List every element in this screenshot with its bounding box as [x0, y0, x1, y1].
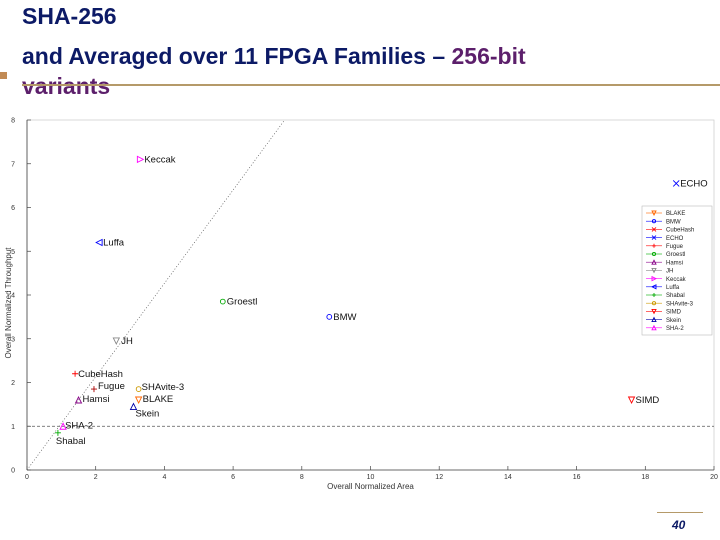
y-tick-label: 4 [11, 293, 15, 300]
reference-line-diagonal [26, 119, 285, 471]
title-prefix: and Averaged over 11 FPGA Families – [22, 43, 452, 69]
data-point-label: Shabal [56, 436, 86, 447]
plot-frame [26, 119, 715, 471]
data-point-label: CubeHash [78, 369, 123, 380]
y-tick-label: 6 [11, 205, 15, 212]
legend-marker [651, 324, 657, 331]
legend-marker [651, 316, 657, 323]
legend-marker [651, 251, 657, 257]
data-points [54, 155, 680, 436]
data-point-keccak [136, 155, 145, 164]
data-point-label: Skein [135, 409, 159, 420]
legend-label: ECHO [666, 236, 684, 242]
legend-label: JH [666, 269, 673, 275]
legend-label: Shabal [666, 293, 685, 299]
title-accent: 256-bit [451, 43, 526, 69]
legend-marker [651, 301, 657, 306]
x-tick-label: 18 [641, 474, 649, 481]
page-number-rule [657, 512, 703, 513]
x-tick-label: 0 [25, 474, 29, 481]
data-point-label: BLAKE [143, 394, 174, 405]
data-point-hamsi [74, 395, 83, 404]
legend-label: SHAvite-3 [666, 301, 694, 307]
title-bullet-marker [0, 72, 7, 79]
y-tick-label: 7 [11, 161, 15, 168]
legend-label: Keccak [666, 277, 687, 283]
data-point-skein [129, 402, 138, 411]
slide-title-line-1: SHA-256 [22, 3, 117, 29]
x-tick-label: 14 [504, 474, 512, 481]
page-number: 40 [672, 518, 686, 532]
data-point-label: SHA-2 [65, 420, 93, 431]
x-axis-title: Overall Normalized Area [327, 482, 414, 491]
y-tick-label: 5 [11, 249, 15, 256]
data-point-label: Groestl [227, 297, 258, 308]
x-tick-label: 16 [573, 474, 581, 481]
legend-marker [652, 243, 656, 248]
y-tick-label: 3 [11, 336, 15, 343]
data-point-fugue [90, 386, 97, 393]
legend-marker [651, 259, 657, 265]
legend-marker [652, 293, 656, 297]
data-point-bmw [326, 314, 333, 320]
data-point-shabal [54, 429, 61, 436]
legend-label: CubeHash [666, 228, 694, 234]
x-tick-label: 12 [435, 474, 443, 481]
data-point-blake [134, 396, 143, 405]
legend-label: BLAKE [666, 211, 685, 217]
data-point-luffa [95, 238, 103, 247]
data-point-cubehash [72, 370, 79, 377]
data-point-label: SIMD [636, 395, 660, 406]
legend-marker [651, 235, 657, 240]
data-point-label: Fugue [98, 381, 125, 392]
legend-label: Groestl [666, 252, 685, 258]
y-tick-label: 8 [11, 118, 15, 125]
legend-marker [651, 210, 657, 217]
data-point-label: Keccak [144, 154, 175, 165]
legend-marker [651, 219, 657, 224]
y-tick-label: 1 [11, 424, 15, 431]
title-underline-rule [22, 84, 720, 86]
legend-marker [651, 275, 658, 282]
legend-label: SHA-2 [666, 326, 684, 332]
legend-marker [651, 267, 657, 274]
data-point-sha-2 [59, 422, 67, 430]
slide-title-area: SHA-256 and Averaged over 11 FPGA Famili… [0, 0, 720, 110]
x-tick-label: 4 [162, 474, 166, 481]
data-point-label: SHAvite-3 [142, 382, 185, 393]
data-point-groestl [219, 298, 226, 305]
y-tick-label: 0 [11, 468, 15, 475]
legend-label: BMW [666, 219, 681, 225]
legend-label: Fugue [666, 244, 684, 250]
x-tick-label: 20 [710, 474, 718, 481]
legend-label: SIMD [666, 310, 682, 316]
data-point-label: ECHO [680, 178, 707, 189]
legend-marker [651, 308, 657, 315]
x-tick-label: 8 [300, 474, 304, 481]
data-point-label: JH [121, 336, 133, 347]
x-tick-label: 2 [94, 474, 98, 481]
legend-label: Luffa [666, 285, 680, 291]
y-tick-label: 2 [11, 380, 15, 387]
data-point-label: BMW [333, 312, 356, 323]
legend-label: Hamsi [666, 260, 683, 266]
x-tick-label: 10 [367, 474, 375, 481]
y-axis-title: Overall Normalized Throughput [4, 247, 13, 359]
slide-title-line-3: variants [22, 73, 111, 99]
data-point-echo [672, 180, 680, 187]
data-point-jh [112, 337, 121, 345]
x-tick-label: 6 [231, 474, 235, 481]
data-point-shavite-3 [135, 386, 142, 392]
legend: BLAKE BMW CubeHash ECHO Fugue Groestl Hamsi JH K… [641, 205, 713, 336]
data-point-label: Luffa [103, 238, 125, 249]
legend-marker [651, 227, 657, 232]
legend-marker [650, 284, 657, 290]
legend-label: Skein [666, 318, 681, 324]
slide-title-line-2: and Averaged over 11 FPGA Families – 256… [22, 42, 526, 70]
data-point-label: Hamsi [83, 394, 110, 405]
data-point-simd [627, 396, 636, 405]
